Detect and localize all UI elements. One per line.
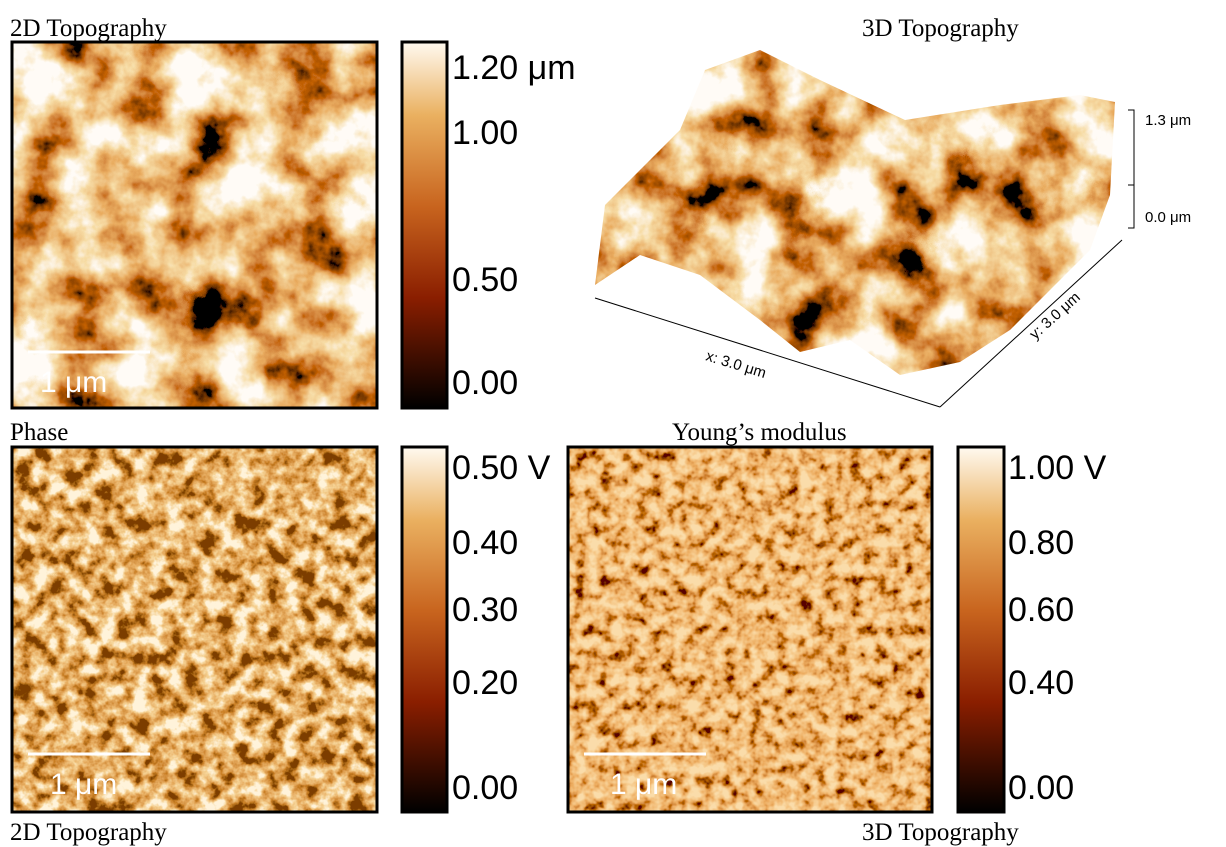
- colorbar: [958, 447, 1004, 812]
- afm-image: [568, 447, 932, 812]
- figure: 2D Topography 1 μm 3D Topography 1.3 μm …: [0, 0, 1226, 847]
- colorbar-label: 1.00 V: [1008, 449, 1107, 487]
- colorbar-label: 0.40: [452, 524, 518, 562]
- scale-bar-label: 1 μm: [610, 768, 677, 801]
- panel-title: Phase: [10, 419, 68, 446]
- colorbar-label: 0.30: [452, 591, 518, 629]
- panel-title: 2D Topography: [10, 15, 167, 42]
- colorbar-label: 0.60: [1008, 591, 1074, 629]
- colorbar-label: 0.00: [1008, 769, 1074, 807]
- scale-bar-label: 1 μm: [50, 768, 117, 801]
- z-tick-label: 0.0 μm: [1145, 209, 1191, 226]
- colorbar-label: 0.50: [452, 261, 518, 299]
- colorbar-label: 0.80: [1008, 524, 1074, 562]
- colorbar-label: 1.00: [452, 114, 518, 152]
- colorbar: [402, 42, 447, 408]
- z-axis: [1128, 110, 1134, 228]
- colorbar: [402, 447, 447, 812]
- afm-image: [12, 447, 377, 812]
- panel-title: Young’s modulus: [672, 419, 847, 446]
- caption: 2D Topography: [10, 819, 167, 846]
- colorbar-label: 0.00: [452, 364, 518, 402]
- colorbar-label: 1.20 μm: [452, 49, 576, 87]
- colorbar-label: 0.20: [452, 664, 518, 702]
- x-axis-label: x: 3.0 μm: [704, 348, 768, 382]
- panel-title: 3D Topography: [862, 15, 1019, 42]
- colorbar-label: 0.50 V: [452, 449, 551, 487]
- z-tick-label: 1.3 μm: [1145, 112, 1191, 129]
- caption: 3D Topography: [862, 819, 1019, 846]
- colorbar-label: 0.40: [1008, 664, 1074, 702]
- scale-bar-label: 1 μm: [40, 366, 107, 399]
- colorbar-label: 0.00: [452, 769, 518, 807]
